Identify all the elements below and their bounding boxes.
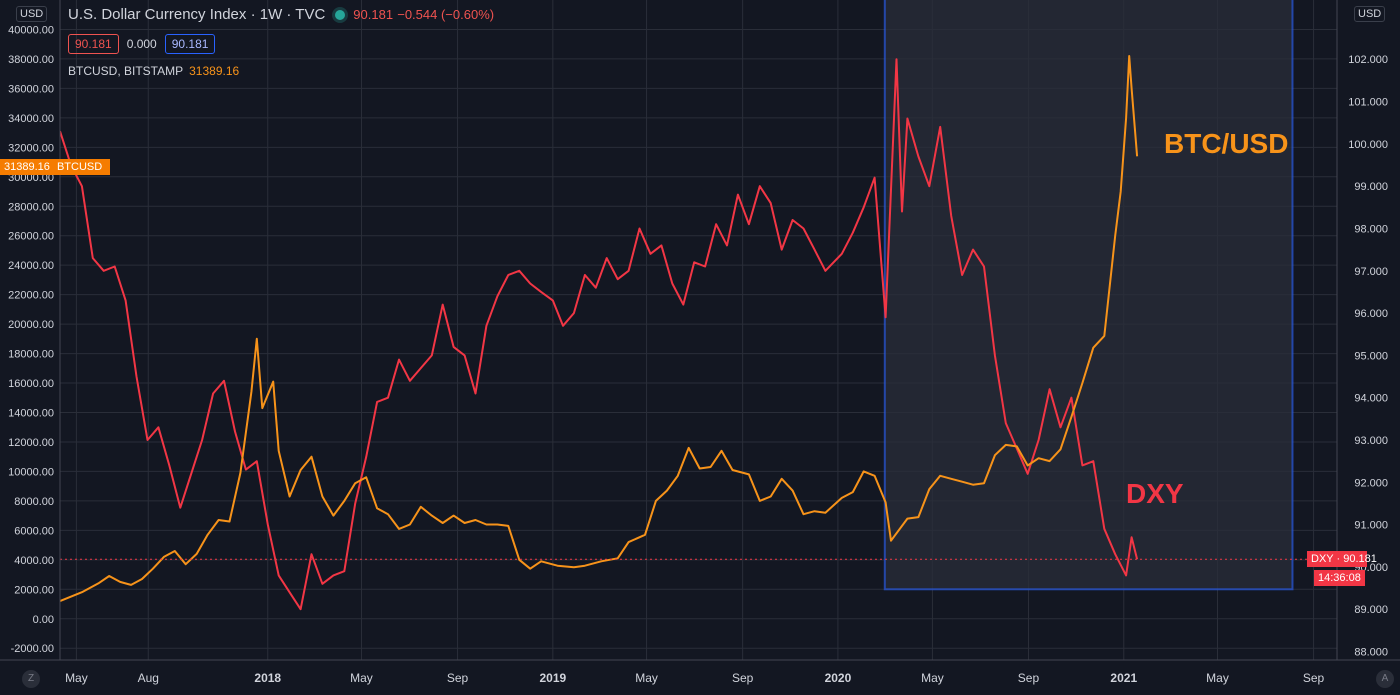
left-axis-tick-label: 28000.00 — [8, 201, 54, 213]
secondary-series-legend[interactable]: BTCUSD, BITSTAMP 31389.16 — [68, 64, 239, 78]
right-axis-tick-label: 91.000 — [1354, 520, 1388, 532]
btc-price-tag: 31389.16 BTCUSD — [0, 159, 110, 175]
time-axis-tick-label: Sep — [1018, 671, 1040, 685]
dxy-annotation: DXY — [1126, 478, 1184, 509]
btc-tag-value: 31389.16 — [4, 161, 50, 173]
time-axis-tick-label: Sep — [1303, 671, 1325, 685]
right-axis-tick-label: 96.000 — [1354, 308, 1388, 320]
time-axis-tick-label: May — [921, 671, 944, 685]
right-axis-tick-label: 89.000 — [1354, 604, 1388, 616]
right-price-axis[interactable]: 88.00089.00090.00091.00092.00093.00094.0… — [1336, 0, 1400, 660]
left-axis-tick-label: 12000.00 — [8, 437, 54, 449]
last-price: 90.181 — [353, 7, 394, 22]
chart-legend: U.S. Dollar Currency Index · 1W · TVC 90.… — [68, 6, 494, 23]
left-axis-tick-label: 34000.00 — [8, 113, 54, 125]
right-axis-tick-label: 94.000 — [1354, 393, 1388, 405]
series-layer — [59, 55, 1139, 611]
left-axis-tick-label: -2000.00 — [11, 643, 54, 655]
time-axis-tick-label: May — [65, 671, 88, 685]
right-axis-tick-label: 92.000 — [1354, 477, 1388, 489]
left-axis-tick-label: 0.00 — [33, 614, 54, 626]
auto-scale-button[interactable]: A — [1376, 670, 1394, 688]
price-change: −0.544 (−0.60%) — [397, 7, 495, 22]
right-axis-tick-label: 88.000 — [1354, 647, 1388, 659]
secondary-value: 31389.16 — [189, 64, 240, 78]
right-axis-tick-label: 102.000 — [1348, 54, 1388, 66]
left-axis-tick-label: 36000.00 — [8, 83, 54, 95]
market-status-icon — [335, 10, 346, 21]
symbol-title[interactable]: U.S. Dollar Currency Index · 1W · TVC — [68, 6, 326, 23]
time-axis-tick-label: 2021 — [1110, 671, 1137, 685]
dxy-tag-value: 90.181 — [1343, 553, 1377, 565]
left-axis-tick-label: 32000.00 — [8, 142, 54, 154]
left-axis-tick-label: 26000.00 — [8, 231, 54, 243]
bar-countdown: 14:36:08 — [1314, 570, 1365, 586]
left-axis-background — [0, 0, 60, 660]
time-axis-tick-label: May — [635, 671, 658, 685]
left-axis-tick-label: 40000.00 — [8, 24, 54, 36]
time-axis-tick-label: Sep — [447, 671, 469, 685]
dxy-tag-label: DXY — [1311, 553, 1334, 565]
left-axis-tick-label: 18000.00 — [8, 349, 54, 361]
time-axis-background — [0, 660, 1400, 695]
btc-tag-label: BTCUSD — [56, 161, 103, 173]
right-axis-tick-label: 99.000 — [1354, 181, 1388, 193]
left-axis-tick-label: 16000.00 — [8, 378, 54, 390]
right-axis-tick-label: 93.000 — [1354, 435, 1388, 447]
left-axis-tick-label: 8000.00 — [14, 496, 54, 508]
secondary-symbol: BTCUSD, BITSTAMP — [68, 64, 184, 78]
time-axis-tick-label: May — [1206, 671, 1229, 685]
left-axis-tick-label: 6000.00 — [14, 525, 54, 537]
series-line-btcusd — [59, 55, 1139, 603]
left-axis-tick-label: 14000.00 — [8, 408, 54, 420]
left-axis-tick-label: 10000.00 — [8, 466, 54, 478]
left-price-axis[interactable]: -2000.00 0.00 2000.00 4000.00 6000.00 8000.00… — [0, 0, 61, 660]
time-axis-tick-label: 2020 — [825, 671, 852, 685]
right-axis-background — [1337, 0, 1400, 660]
left-axis-tick-label: 20000.00 — [8, 319, 54, 331]
left-axis-tick-label: 2000.00 — [14, 584, 54, 596]
time-axis-tick-label: Sep — [732, 671, 754, 685]
left-axis-tick-label: 4000.00 — [14, 555, 54, 567]
highlight-range — [883, 0, 1294, 591]
spread-box: 0.000 — [126, 37, 157, 51]
left-axis-currency[interactable]: USD — [16, 6, 48, 22]
time-axis-tick-label: Aug — [138, 671, 159, 685]
time-axis-tick-label: 2019 — [539, 671, 566, 685]
dxy-price-tag: DXY · 90.181 — [1307, 551, 1377, 567]
btc-annotation: BTC/USD — [1164, 128, 1289, 159]
price-boxes: 90.181 0.000 90.181 — [68, 34, 221, 54]
left-axis-tick-label: 24000.00 — [8, 260, 54, 272]
ask-box[interactable]: 90.181 — [164, 34, 216, 54]
time-axis-tick-label: May — [350, 671, 373, 685]
left-axis-tick-label: 38000.00 — [8, 54, 54, 66]
time-axis[interactable]: May Aug 2018 May Sep 2019 May Sep 2020 May Sep 2021… — [0, 659, 1400, 695]
right-axis-tick-label: 95.000 — [1354, 350, 1388, 362]
zoom-button[interactable]: Z — [22, 670, 40, 688]
bid-box[interactable]: 90.181 — [68, 34, 119, 54]
right-axis-currency[interactable]: USD — [1354, 6, 1386, 22]
right-axis-tick-label: 101.000 — [1348, 97, 1388, 109]
right-axis-tick-label: 97.000 — [1354, 266, 1388, 278]
time-axis-tick-label: 2018 — [254, 671, 281, 685]
left-axis-tick-label: 22000.00 — [8, 290, 54, 302]
right-axis-tick-label: 100.000 — [1348, 139, 1388, 151]
right-axis-tick-label: 98.000 — [1354, 223, 1388, 235]
